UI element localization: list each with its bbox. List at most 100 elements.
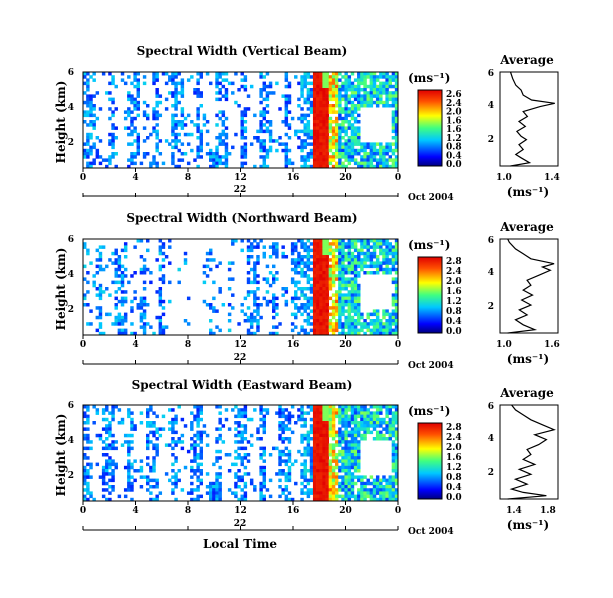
heatmap-cell bbox=[133, 478, 137, 483]
heatmap-cell bbox=[256, 287, 260, 291]
heatmap-cell bbox=[331, 315, 336, 320]
heatmap-cell bbox=[353, 328, 358, 333]
heatmap-cell bbox=[101, 411, 106, 415]
heatmap-cell bbox=[259, 164, 263, 169]
heatmap-cell bbox=[287, 161, 292, 166]
heatmap-cell bbox=[335, 136, 339, 140]
heatmap-cell bbox=[111, 469, 115, 473]
heatmap-cell bbox=[83, 469, 87, 473]
heatmap-cell bbox=[111, 478, 115, 483]
heatmap-cell bbox=[319, 264, 323, 269]
heatmap-cell bbox=[328, 277, 333, 281]
heatmap-cell bbox=[278, 449, 282, 454]
heatmap-cell bbox=[180, 440, 185, 444]
heatmap-cell bbox=[120, 78, 125, 82]
heatmap-cell bbox=[287, 440, 292, 444]
heatmap-cell bbox=[306, 443, 311, 447]
heatmap-cell bbox=[243, 75, 248, 79]
heatmap-cell bbox=[237, 456, 241, 460]
heatmap-cell bbox=[237, 475, 241, 479]
heatmap-cell bbox=[319, 158, 323, 162]
heatmap-cell bbox=[221, 110, 226, 114]
heatmap-cell bbox=[357, 315, 361, 320]
heatmap-cell bbox=[347, 456, 352, 460]
heatmap-cell bbox=[319, 446, 323, 451]
heatmap-cell bbox=[221, 303, 226, 307]
heatmap-cell bbox=[353, 446, 358, 451]
heatmap-cell bbox=[190, 481, 194, 486]
heatmap-cell bbox=[391, 315, 396, 320]
heatmap-cell bbox=[363, 164, 367, 169]
heatmap-cell bbox=[385, 488, 389, 492]
heatmap-cell bbox=[237, 433, 241, 438]
heatmap-cell bbox=[123, 116, 128, 121]
heatmap-cell bbox=[287, 453, 292, 457]
heatmap-cell bbox=[136, 239, 140, 243]
heatmap-cell bbox=[262, 158, 266, 162]
heatmap-cell bbox=[190, 446, 194, 451]
heatmap-cell bbox=[357, 142, 361, 146]
heatmap-cell bbox=[193, 449, 197, 454]
heatmap-cell bbox=[366, 158, 370, 162]
heatmap-cell bbox=[360, 142, 364, 146]
heatmap-cell bbox=[130, 152, 134, 156]
heatmap-cell bbox=[331, 427, 336, 431]
heatmap-cell bbox=[357, 261, 361, 265]
heatmap-cell bbox=[347, 312, 352, 317]
heatmap-cell bbox=[319, 81, 323, 86]
heatmap-cell bbox=[341, 456, 345, 460]
heatmap-cell bbox=[146, 456, 150, 460]
heatmap-cell bbox=[174, 145, 178, 150]
heatmap-cell bbox=[212, 497, 216, 502]
heatmap-cell bbox=[312, 242, 317, 246]
heatmap-cell bbox=[202, 424, 207, 428]
heatmap-cell bbox=[338, 299, 342, 304]
heatmap-cell bbox=[325, 421, 329, 425]
heatmap-cell bbox=[363, 497, 367, 502]
heatmap-cell bbox=[328, 155, 333, 159]
heatmap-cell bbox=[347, 328, 352, 333]
heatmap-cell bbox=[205, 120, 210, 124]
heatmap-cell bbox=[297, 258, 301, 262]
heatmap-cell bbox=[344, 94, 348, 98]
heatmap-cell bbox=[350, 456, 355, 460]
heatmap-cell bbox=[379, 328, 383, 333]
profile-y-tick: 6 bbox=[488, 236, 494, 246]
heatmap-cell bbox=[385, 408, 389, 412]
heatmap-cell bbox=[353, 97, 358, 102]
heatmap-cell bbox=[259, 88, 263, 92]
heatmap-cell bbox=[205, 142, 210, 146]
heatmap-cell bbox=[341, 264, 345, 269]
heatmap-cell bbox=[331, 446, 336, 451]
profile-x-tick: 1.6 bbox=[544, 340, 560, 350]
heatmap-cell bbox=[385, 75, 389, 79]
date-label: Oct 2004 bbox=[408, 527, 454, 537]
heatmap-cell bbox=[319, 164, 323, 169]
heatmap-cell bbox=[328, 148, 333, 153]
heatmap-cell bbox=[322, 325, 326, 329]
heatmap-cell bbox=[268, 91, 273, 95]
heatmap-cell bbox=[272, 277, 276, 281]
heatmap-cell bbox=[177, 72, 181, 76]
heatmap-cell bbox=[123, 315, 128, 320]
heatmap-cell bbox=[108, 91, 112, 95]
heatmap-cell bbox=[212, 494, 216, 499]
heatmap-cell bbox=[142, 113, 147, 118]
heatmap-cell bbox=[294, 129, 298, 134]
heatmap-cell bbox=[316, 145, 320, 150]
heatmap-cell bbox=[234, 239, 238, 243]
heatmap-cell bbox=[120, 319, 125, 323]
heatmap-cell bbox=[83, 242, 87, 246]
heatmap-cell bbox=[344, 287, 348, 291]
heatmap-cell bbox=[357, 465, 361, 470]
heatmap-cell bbox=[215, 123, 219, 127]
heatmap-cell bbox=[218, 116, 222, 121]
heatmap-cell bbox=[312, 136, 317, 140]
heatmap-cell bbox=[316, 303, 320, 307]
heatmap-cell bbox=[319, 126, 323, 130]
heatmap-cell bbox=[316, 437, 320, 441]
heatmap-cell bbox=[240, 145, 244, 150]
heatmap-cell bbox=[347, 148, 352, 153]
heatmap-cell bbox=[344, 107, 348, 111]
heatmap-cell bbox=[306, 123, 311, 127]
